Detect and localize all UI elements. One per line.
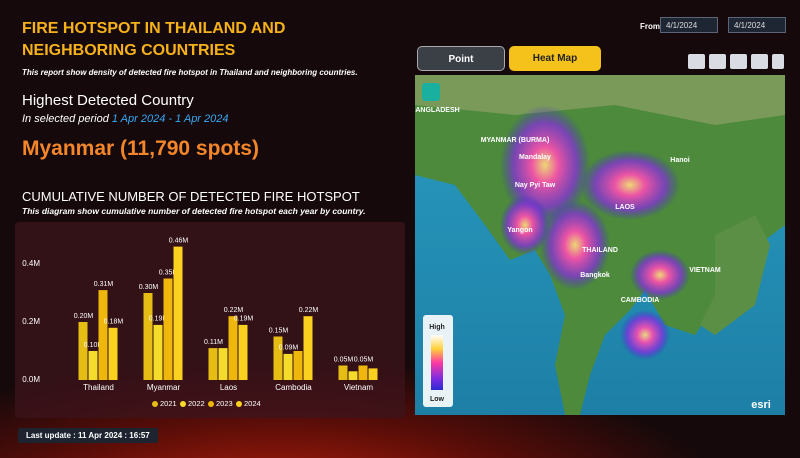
chart-title: CUMULATIVE NUMBER OF DETECTED FIRE HOTSP… — [22, 189, 360, 204]
chart-panel: 0.0M 0.2M 0.4M Thailand 0.20M 0.10M 0.31M 0.18M… — [15, 222, 405, 418]
legend-high: High — [429, 324, 445, 331]
x-tick-label: Vietnam — [344, 383, 374, 392]
bar — [338, 365, 348, 380]
legend-label: 2021 — [160, 399, 177, 408]
legend-swatch — [208, 401, 214, 407]
attribution: esri — [751, 399, 771, 411]
value-label: 0.18M — [104, 319, 124, 326]
bar — [153, 324, 163, 380]
legend-low: Low — [430, 396, 445, 403]
value-label: 0.20M — [74, 313, 94, 320]
tab-point[interactable]: Point — [417, 46, 505, 71]
map-labels: BANGLADESH MYANMAR (BURMA) Mandalay Nay Pyi… — [415, 107, 721, 304]
map-label: Hanoi — [670, 157, 690, 164]
bar — [228, 316, 238, 380]
period-range: 1 Apr 2024 - 1 Apr 2024 — [111, 113, 229, 125]
bar — [143, 293, 153, 380]
value-label: 0.05M — [354, 356, 374, 363]
map: High Low esri BANGLADESH MYANMAR (BURMA) M… — [415, 75, 785, 415]
bar — [98, 290, 108, 380]
highlight-heading: Highest Detected Country — [22, 92, 194, 109]
bar — [358, 365, 368, 380]
legend-ramp — [431, 335, 443, 390]
chart: 0.0M 0.2M 0.4M Thailand 0.20M 0.10M 0.31M 0.18M… — [22, 237, 378, 408]
map-label: THAILAND — [582, 247, 618, 254]
value-label: 0.05M — [334, 356, 354, 363]
tool-icon[interactable] — [751, 54, 768, 69]
map-label: MYANMAR (BURMA) — [481, 137, 550, 144]
value-label: 0.15M — [269, 327, 289, 334]
land — [700, 215, 770, 335]
map-label: CAMBODIA — [621, 297, 660, 304]
value-label: 0.31M — [94, 281, 114, 288]
bar — [208, 348, 218, 380]
value-label: 0.10M — [84, 342, 104, 349]
value-label: 0.30M — [139, 284, 159, 291]
legend-label: 2024 — [244, 399, 261, 408]
value-label: 0.11M — [204, 339, 223, 346]
page-title: FIRE HOTSPOT IN THAILAND AND NEIGHBORING… — [22, 20, 286, 59]
tool-icon[interactable] — [772, 54, 784, 69]
bar — [173, 246, 183, 380]
y-tick-label: 0.2M — [22, 317, 40, 326]
bar — [273, 336, 283, 380]
from-label: From — [640, 22, 660, 31]
map-label: Nay Pyi Taw — [515, 182, 556, 189]
value-label: 0.46M — [169, 237, 189, 244]
heat-blobs — [500, 105, 690, 360]
bar — [78, 322, 88, 380]
x-tick-label: Laos — [220, 383, 237, 392]
bar — [303, 316, 313, 380]
x-tick-label: Cambodia — [275, 383, 312, 392]
legend-swatch — [180, 401, 186, 407]
date-from[interactable]: 4/1/2024 — [660, 17, 718, 33]
map-label: BANGLADESH — [415, 107, 460, 114]
last-update: Last update : 11 Apr 2024 : 16:57 — [18, 428, 158, 443]
bar — [283, 353, 293, 380]
value-label: 0.19M — [149, 316, 169, 323]
description: This report show density of detected fir… — [22, 68, 358, 77]
map-label: LAOS — [615, 204, 635, 211]
tool-icon[interactable] — [688, 54, 705, 69]
map-label: Yangon — [507, 227, 532, 234]
bar — [368, 368, 378, 380]
tool-icon[interactable] — [730, 54, 747, 69]
chart-subtitle: This diagram show cumulative number of d… — [22, 206, 366, 216]
period-label: In selected period — [22, 113, 109, 125]
bar — [238, 324, 248, 380]
map-label: Bangkok — [580, 272, 610, 279]
legend-swatch — [236, 401, 242, 407]
y-tick-label: 0.0M — [22, 375, 40, 384]
result: Myanmar (11,790 spots) — [22, 137, 259, 160]
y-tick-label: 0.4M — [22, 259, 40, 268]
value-label: 0.09M — [279, 345, 299, 352]
legend-swatch — [152, 401, 158, 407]
map-label: VIETNAM — [689, 267, 721, 274]
tool-icon[interactable] — [709, 54, 726, 69]
bar — [108, 327, 118, 380]
date-to[interactable]: 4/1/2024 — [728, 17, 786, 33]
legend-label: 2022 — [188, 399, 205, 408]
value-label: 0.22M — [224, 307, 244, 314]
value-label: 0.19M — [234, 316, 254, 323]
legend-label: 2023 — [216, 399, 233, 408]
value-label: 0.35M — [159, 269, 179, 276]
x-tick-label: Myanmar — [147, 383, 181, 392]
tab-heat-map[interactable]: Heat Map — [509, 46, 601, 71]
bar — [163, 278, 173, 380]
bar — [293, 351, 303, 380]
x-tick-label: Thailand — [83, 383, 114, 392]
value-label: 0.22M — [299, 307, 319, 314]
bar — [88, 351, 98, 380]
menu-button[interactable] — [422, 83, 440, 101]
bar — [218, 348, 228, 380]
bar — [348, 371, 358, 380]
period: In selected period 1 Apr 2024 - 1 Apr 20… — [22, 113, 229, 125]
map-label: Mandalay — [519, 154, 551, 161]
land — [415, 75, 785, 125]
